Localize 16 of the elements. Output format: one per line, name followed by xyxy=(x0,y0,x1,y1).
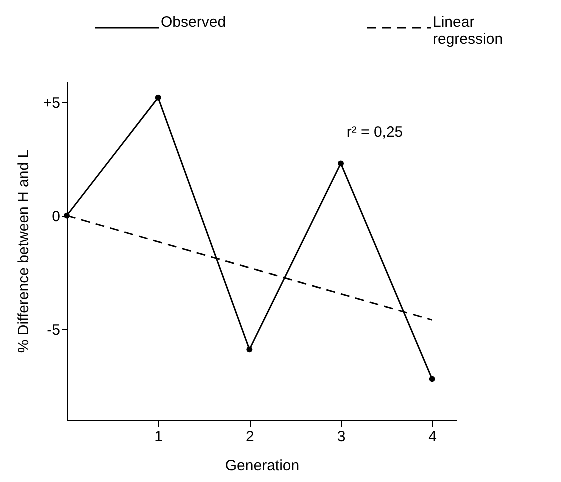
legend-label: Linear regression xyxy=(433,14,504,48)
y-tick-label: 0 xyxy=(52,208,60,226)
x-tick-label: 1 xyxy=(154,428,164,446)
x-tick-label: 2 xyxy=(246,428,254,446)
legend-label: Observed xyxy=(161,14,226,31)
point xyxy=(155,94,162,101)
y-axis-title: % Difference between H and L xyxy=(15,150,32,354)
y-tick-label: -5 xyxy=(47,322,60,339)
annotation: r² = 0,25 xyxy=(346,124,404,141)
point xyxy=(246,346,253,353)
y-tick-label: +5 xyxy=(43,94,60,112)
x-tick-label: 3 xyxy=(337,428,346,446)
point xyxy=(429,376,436,382)
x-axis-title: Generation xyxy=(225,458,300,474)
point xyxy=(338,160,344,167)
x-tick-label: 4 xyxy=(428,428,438,446)
